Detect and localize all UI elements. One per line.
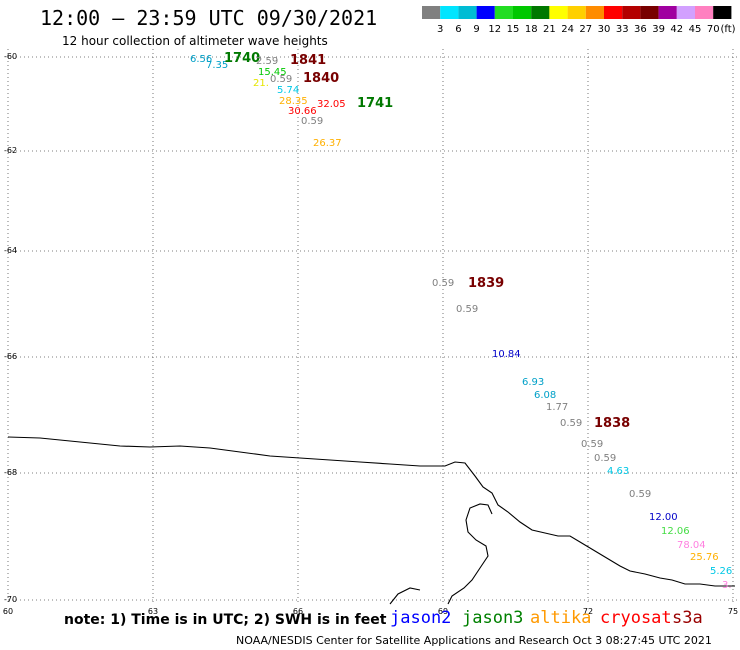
longitude-tick-label: 66	[293, 607, 303, 616]
longitude-tick-label: 60	[3, 607, 13, 616]
wave-height-label: 1.77	[546, 402, 568, 413]
legend-swatch	[422, 6, 441, 19]
wave-height-label: 4.63	[607, 466, 629, 477]
legend-swatch	[695, 6, 714, 19]
legend-label: 12	[488, 24, 501, 35]
longitude-tick-label: 69	[438, 607, 448, 616]
legend-swatch	[604, 6, 623, 19]
longitude-tick-label: 75	[728, 607, 738, 616]
wave-height-label: 0.59	[270, 74, 292, 85]
legend-label: 15	[507, 24, 520, 35]
latitude-tick-label: -64	[4, 246, 17, 255]
wave-height-label: 25.76	[690, 552, 719, 563]
latitude-tick-label: -66	[4, 352, 17, 361]
mission-s3a-label: s3a	[672, 608, 703, 628]
mission-cryosat-label: cryosat	[600, 608, 672, 628]
wave-height-label: 28.35	[279, 96, 308, 107]
wave-height-label: 0.59	[301, 116, 323, 127]
wave-height-label: 3.	[722, 580, 732, 591]
legend-label: 18	[525, 24, 538, 35]
legend-label: 6	[455, 24, 461, 35]
legend-swatch	[476, 6, 495, 19]
legend-unit: (ft)	[720, 24, 735, 35]
legend-swatch	[676, 6, 695, 19]
pass-time-label: 1740	[224, 51, 260, 66]
antarctic-coastline	[7, 436, 735, 605]
coastline-inlet-path	[447, 503, 493, 605]
legend-swatch	[494, 6, 513, 19]
legend-swatch	[622, 6, 641, 19]
pass-time-label: 1841	[290, 53, 326, 68]
wave-height-label: 10.84	[492, 349, 521, 360]
wave-height-label: 12.00	[649, 512, 678, 523]
color-scale-legend: 3 6 9 12 15 18 21 24 27 30 33 36 39 42 45 70 (ft)	[422, 6, 736, 35]
wave-height-label: 6.56	[190, 54, 212, 65]
legend-swatch	[549, 6, 568, 19]
legend-swatch	[585, 6, 604, 19]
legend-swatch	[458, 6, 477, 19]
wave-height-label: 30.66	[288, 106, 317, 117]
legend-label: 27	[579, 24, 592, 35]
credit-line: NOAA/NESDIS Center for Satellite Applica…	[236, 634, 712, 647]
coastline-south-path	[389, 587, 421, 605]
wave-height-label: 2.59	[256, 56, 278, 67]
lat-lon-grid: -60 -62 -64 -66 -68 -70 60 63 66 69 72 75	[3, 49, 738, 616]
map-title: 12:00 — 23:59 UTC 09/30/2021	[40, 6, 378, 30]
wave-height-label: 5.74	[277, 85, 299, 96]
wave-height-label: 7.35	[206, 60, 228, 71]
wave-height-label: 26.37	[313, 138, 342, 149]
legend-label: 45	[689, 24, 702, 35]
wave-height-label: 0.59	[594, 453, 616, 464]
legend-label: 36	[634, 24, 647, 35]
legend-swatch	[713, 6, 732, 19]
wave-height-label: 6.08	[534, 390, 556, 401]
wave-height-label: 0.59	[456, 304, 478, 315]
legend-label: 42	[670, 24, 683, 35]
legend-swatch	[640, 6, 659, 19]
wave-height-label: 0.59	[432, 278, 454, 289]
wave-height-label: 32.05	[317, 99, 346, 110]
mission-jason3-label: jason3	[462, 608, 524, 628]
mission-altika-label: altika	[530, 608, 592, 628]
coastline-path	[7, 436, 735, 587]
pass-time-label: 1838	[594, 416, 630, 431]
legend-swatch	[513, 6, 532, 19]
latitude-tick-label: -60	[4, 52, 17, 61]
wave-height-label: 0.59	[560, 418, 582, 429]
latitude-tick-label: -70	[4, 595, 17, 604]
wave-height-label: 78.04	[677, 540, 706, 551]
longitude-tick-label: 72	[583, 607, 593, 616]
legend-swatch	[440, 6, 459, 19]
legend-label: 39	[652, 24, 665, 35]
latitude-tick-label: -68	[4, 468, 17, 477]
map-subtitle: 12 hour collection of altimeter wave hei…	[62, 34, 328, 48]
legend-label: 9	[473, 24, 479, 35]
legend-swatch	[658, 6, 677, 19]
wave-height-label: 12.06	[661, 526, 690, 537]
legend-label: 21	[543, 24, 556, 35]
pass-time-label: 1839	[468, 276, 504, 291]
longitude-tick-label: 63	[148, 607, 158, 616]
pass-time-label: 1741	[357, 96, 393, 111]
wave-height-label: 0.59	[629, 489, 651, 500]
legend-label: 70	[707, 24, 720, 35]
legend-swatch	[531, 6, 550, 19]
wave-height-label: 6.93	[522, 377, 544, 388]
legend-swatch	[567, 6, 586, 19]
footer-note: note: 1) Time is in UTC; 2) SWH is in fe…	[64, 612, 387, 628]
wave-height-label: 0.59	[581, 439, 603, 450]
wave-height-label: 5.26	[710, 566, 732, 577]
legend-label: 3	[437, 24, 443, 35]
wave-height-label: 15.45	[258, 67, 287, 78]
wave-height-label: 21.	[253, 78, 269, 89]
mission-jason2-label: jason2	[390, 608, 452, 628]
legend-label: 33	[616, 24, 629, 35]
latitude-tick-label: -62	[4, 146, 17, 155]
legend-label: 30	[598, 24, 611, 35]
pass-time-label: 1840	[303, 71, 339, 86]
legend-label: 24	[561, 24, 574, 35]
